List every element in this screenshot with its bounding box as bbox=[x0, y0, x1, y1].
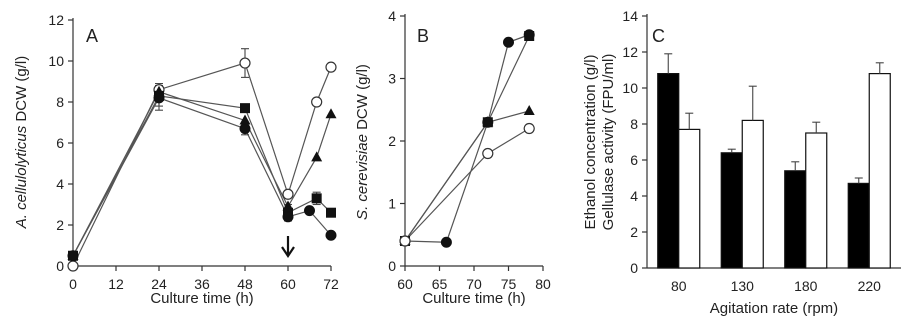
panel-c-y-tick-label: 4 bbox=[630, 188, 638, 204]
panel-a-point-circle bbox=[153, 92, 165, 104]
panel-c-y-tick-label: 10 bbox=[622, 80, 638, 96]
panel-c-bar-black bbox=[657, 72, 680, 269]
panel-b-point-square bbox=[524, 31, 535, 41]
panel-c-bar-black bbox=[784, 170, 807, 269]
panel-b-label: B bbox=[417, 26, 429, 46]
panel-c-y-tick-label: 14 bbox=[622, 8, 638, 24]
panel-b-y-tick-label: 1 bbox=[388, 196, 396, 212]
panel-a-point-triangle bbox=[311, 151, 323, 162]
panel-b-y-tick-label: 4 bbox=[388, 8, 396, 24]
panel-a-point-square bbox=[240, 103, 250, 114]
panel-a-x-axis-label: Culture time (h) bbox=[150, 290, 253, 307]
panel-c-category-label: 180 bbox=[794, 278, 818, 294]
panel-a-y-axis-label-species: A. cellulolyticus bbox=[13, 125, 30, 229]
panel-b: B Culture time (h) S. cerevisiae DCW (g/… bbox=[354, 8, 551, 307]
panel-a-x-tick-label: 48 bbox=[237, 276, 253, 292]
panel-a-point-open-circle bbox=[67, 260, 79, 272]
panel-c-category-label: 130 bbox=[731, 278, 755, 294]
panel-b-series-line-square bbox=[404, 35, 530, 242]
panel-a-y-tick-label: 4 bbox=[56, 176, 64, 192]
panel-a-arrow-head bbox=[281, 246, 295, 258]
panel-b-point-triangle bbox=[523, 105, 535, 115]
panel-a-point-open-circle bbox=[325, 61, 337, 73]
panel-c-bar-white bbox=[678, 128, 701, 269]
panel-a-y-tick-label: 2 bbox=[56, 217, 64, 233]
panel-b-y-tick-label: 2 bbox=[388, 133, 396, 149]
panel-a-x-tick-label: 24 bbox=[151, 276, 167, 292]
panel-c: C Agitation rate (rpm) Ethanol concentra… bbox=[582, 8, 901, 317]
panel-b-point-circle bbox=[440, 236, 452, 248]
panel-a-y-tick-label: 12 bbox=[48, 12, 64, 28]
panel-b-point-circle bbox=[503, 36, 514, 48]
panel-c-bar-white bbox=[868, 72, 891, 269]
panel-b-x-tick-label: 75 bbox=[501, 276, 517, 292]
panel-a-y-axis-label-unit: DCW (g/l) bbox=[13, 56, 30, 126]
panel-c-y-tick-label: 6 bbox=[630, 152, 638, 168]
panel-a-point-circle bbox=[282, 211, 294, 223]
panel-a-series-line-triangle bbox=[72, 91, 332, 257]
panel-a-y-tick-label: 6 bbox=[56, 135, 64, 151]
panel-a: A Culture time (h) A. cellulolyticus DCW… bbox=[13, 12, 339, 307]
panel-b-y-axis-label-species: S. cerevisiae bbox=[354, 134, 371, 220]
panel-a-y-tick-label: 0 bbox=[56, 258, 64, 274]
panel-a-series-line-circle bbox=[72, 97, 332, 257]
panel-c-bar-black bbox=[847, 182, 870, 269]
panel-c-y-axis-label-cellulase: Gellulase activity (FPU/ml) bbox=[600, 54, 617, 231]
panel-a-point-open-circle bbox=[239, 57, 251, 69]
panel-c-category-label: 80 bbox=[671, 278, 687, 294]
panel-c-y-tick-label: 12 bbox=[622, 44, 638, 60]
panel-b-y-tick-label: 3 bbox=[388, 71, 396, 87]
panel-c-y-axis-label-ethanol: Ethanol concentration (g/l) bbox=[582, 54, 599, 229]
panel-b-x-tick-label: 60 bbox=[397, 276, 413, 292]
panel-a-x-tick-label: 12 bbox=[108, 276, 124, 292]
panel-a-point-triangle bbox=[239, 114, 251, 125]
panel-a-point-open-circle bbox=[311, 96, 323, 108]
panel-b-x-axis-label: Culture time (h) bbox=[422, 290, 525, 307]
panel-b-x-tick-label: 70 bbox=[466, 276, 482, 292]
panel-b-x-tick-label: 65 bbox=[432, 276, 448, 292]
panel-a-point-open-circle bbox=[282, 188, 294, 200]
panel-c-bar-white bbox=[741, 119, 764, 269]
panel-a-point-circle bbox=[239, 123, 251, 135]
panel-a-x-tick-label: 72 bbox=[323, 276, 339, 292]
panel-b-point-open-circle bbox=[482, 147, 494, 160]
panel-a-x-tick-label: 0 bbox=[69, 276, 77, 292]
panel-a-point-square bbox=[326, 207, 336, 218]
panel-c-category-label: 220 bbox=[858, 278, 882, 294]
panel-a-point-circle bbox=[304, 205, 315, 217]
panel-c-y-tick-label: 8 bbox=[630, 116, 638, 132]
panel-a-y-tick-label: 8 bbox=[56, 94, 64, 110]
panel-a-x-tick-label: 36 bbox=[194, 276, 210, 292]
panel-a-series-line-open-circle bbox=[72, 62, 332, 267]
panel-c-bar-black bbox=[720, 152, 743, 269]
panel-a-series-line-square bbox=[72, 95, 332, 257]
panel-c-y-tick-label: 2 bbox=[630, 224, 638, 240]
panel-b-x-tick-label: 80 bbox=[535, 276, 551, 292]
panel-b-y-tick-label: 0 bbox=[388, 258, 396, 274]
panel-b-series-line-open-circle bbox=[404, 127, 530, 242]
panel-b-point-open-circle bbox=[399, 235, 411, 247]
panel-a-point-triangle bbox=[282, 200, 294, 211]
panel-b-point-open-circle bbox=[523, 122, 535, 135]
panel-a-y-axis-label: A. cellulolyticus DCW (g/l) bbox=[13, 56, 30, 230]
panel-c-bar-white bbox=[805, 132, 828, 269]
panel-b-y-axis-label-unit: DCW (g/l) bbox=[354, 64, 371, 134]
panel-b-y-axis-label: S. cerevisiae DCW (g/l) bbox=[354, 64, 371, 220]
panel-a-point-circle bbox=[325, 229, 337, 241]
panel-a-label: A bbox=[86, 26, 98, 46]
panel-a-x-tick-label: 60 bbox=[280, 276, 296, 292]
panel-b-series-line-circle bbox=[404, 34, 530, 243]
panel-a-y-tick-label: 10 bbox=[48, 53, 64, 69]
panel-c-label: C bbox=[652, 26, 665, 46]
panel-a-point-circle bbox=[67, 250, 79, 262]
panel-a-point-triangle bbox=[325, 108, 337, 119]
panel-c-x-axis-label: Agitation rate (rpm) bbox=[710, 300, 838, 317]
panel-b-point-triangle bbox=[482, 116, 494, 127]
panel-a-point-square bbox=[311, 193, 322, 204]
panel-c-y-tick-label: 0 bbox=[630, 260, 638, 276]
